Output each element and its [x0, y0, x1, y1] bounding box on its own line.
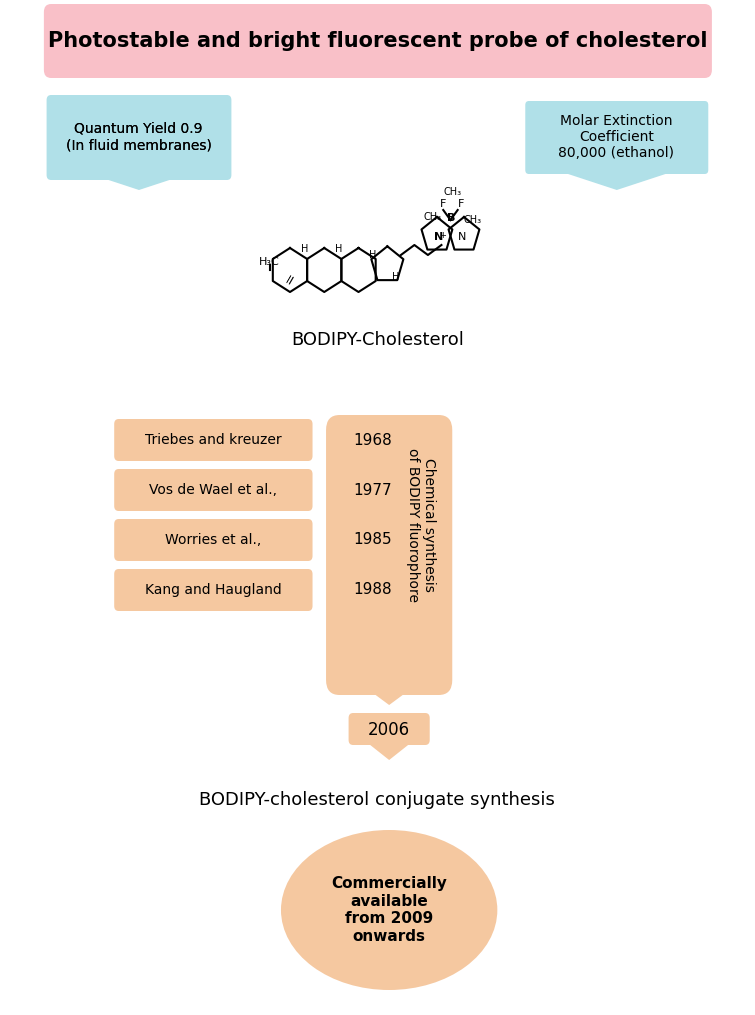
- Text: CH₃: CH₃: [443, 187, 461, 197]
- Text: 1968: 1968: [353, 432, 393, 448]
- FancyBboxPatch shape: [114, 519, 313, 561]
- Polygon shape: [78, 170, 200, 190]
- Text: Photostable and bright fluorescent probe of cholesterol: Photostable and bright fluorescent probe…: [48, 31, 707, 51]
- Text: F: F: [439, 199, 446, 209]
- Text: +: +: [439, 231, 445, 240]
- Text: Chemical synthesis
of BODIPY fluorophore: Chemical synthesis of BODIPY fluorophore: [405, 448, 436, 602]
- Polygon shape: [556, 170, 678, 190]
- Text: Molar Extinction
Coefficient
80,000 (ethanol): Molar Extinction Coefficient 80,000 (eth…: [559, 114, 674, 160]
- Text: N: N: [434, 232, 443, 242]
- FancyBboxPatch shape: [47, 95, 231, 180]
- FancyBboxPatch shape: [48, 102, 230, 174]
- FancyBboxPatch shape: [44, 4, 712, 78]
- Text: N: N: [458, 232, 466, 242]
- Text: B: B: [447, 213, 455, 223]
- Text: H: H: [392, 272, 399, 282]
- Text: 1977: 1977: [353, 482, 393, 497]
- FancyBboxPatch shape: [525, 102, 708, 174]
- FancyBboxPatch shape: [349, 713, 430, 745]
- Text: 1985: 1985: [353, 533, 393, 547]
- Text: Quantum Yield 0.9
(In fluid membranes): Quantum Yield 0.9 (In fluid membranes): [66, 122, 211, 152]
- Text: Kang and Haugland: Kang and Haugland: [145, 583, 282, 597]
- Text: BODIPY-cholesterol conjugate synthesis: BODIPY-cholesterol conjugate synthesis: [199, 791, 556, 809]
- FancyBboxPatch shape: [114, 419, 313, 461]
- Polygon shape: [349, 675, 430, 705]
- Text: H: H: [335, 244, 343, 254]
- Text: H: H: [369, 250, 377, 260]
- Text: Commercially
available
from 2009
onwards: Commercially available from 2009 onwards: [331, 876, 447, 944]
- Text: CH₃: CH₃: [424, 212, 442, 222]
- FancyBboxPatch shape: [114, 569, 313, 611]
- FancyBboxPatch shape: [326, 415, 452, 695]
- Text: Triebes and kreuzer: Triebes and kreuzer: [145, 433, 282, 447]
- Text: 1988: 1988: [353, 583, 393, 598]
- Text: =: =: [283, 271, 300, 288]
- Text: Worries et al.,: Worries et al.,: [165, 533, 261, 547]
- FancyBboxPatch shape: [114, 469, 313, 511]
- Text: H: H: [300, 244, 308, 254]
- Text: H₃C: H₃C: [258, 257, 279, 267]
- Text: BODIPY-Cholesterol: BODIPY-Cholesterol: [291, 331, 464, 349]
- Polygon shape: [358, 735, 421, 760]
- Ellipse shape: [281, 830, 498, 990]
- Text: Quantum Yield 0.9
(In fluid membranes): Quantum Yield 0.9 (In fluid membranes): [66, 122, 211, 152]
- Text: Vos de Wael et al.,: Vos de Wael et al.,: [149, 483, 277, 497]
- Text: F: F: [458, 199, 464, 209]
- Text: 2006: 2006: [368, 721, 410, 739]
- Text: CH₃: CH₃: [464, 215, 482, 225]
